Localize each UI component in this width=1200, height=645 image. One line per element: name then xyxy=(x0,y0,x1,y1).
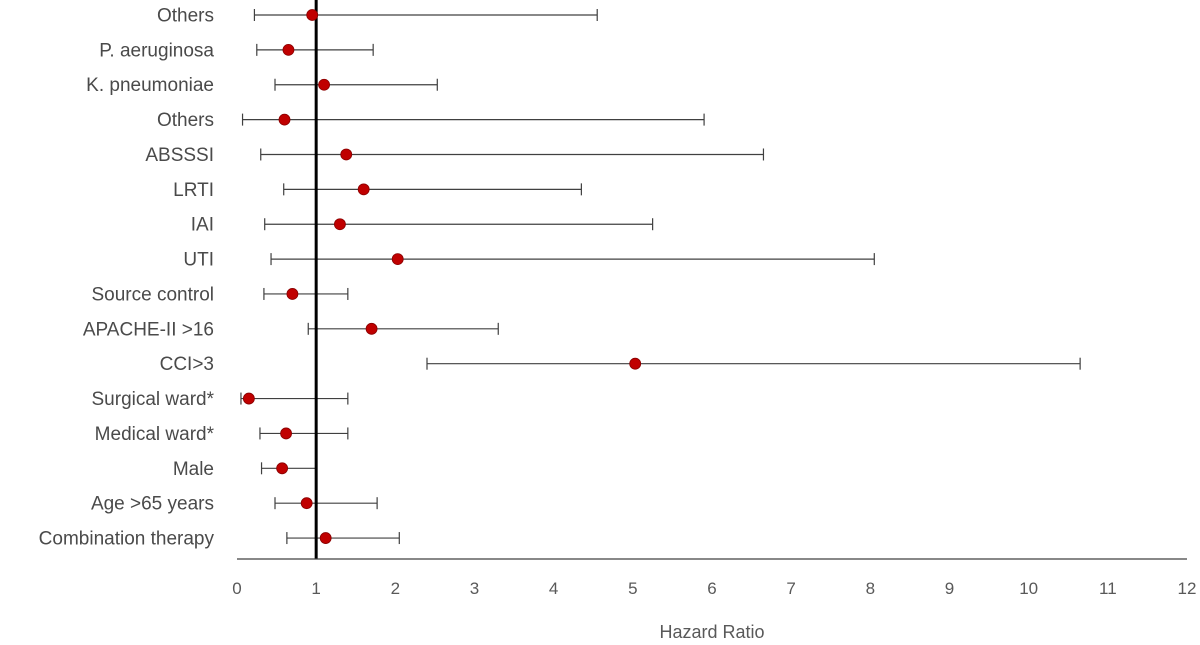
category-label: Others xyxy=(157,6,214,27)
category-label: Male xyxy=(173,459,214,480)
x-tick-label: 4 xyxy=(549,579,558,598)
point-estimate xyxy=(319,532,332,544)
category-label: Others xyxy=(157,110,214,131)
x-tick-group: 0 1 2 3 4 5 6 7 8 9 10 11 12 xyxy=(232,579,1196,598)
category-label: Medical ward* xyxy=(95,424,215,445)
category-label: Combination therapy xyxy=(39,529,215,550)
point-estimate xyxy=(278,113,291,126)
x-tick-label: 3 xyxy=(470,579,479,598)
category-label: Surgical ward* xyxy=(92,389,215,410)
category-label: LRTI xyxy=(173,180,214,201)
point-estimate xyxy=(318,78,330,91)
category-label: Source control xyxy=(91,284,214,305)
point-estimate xyxy=(282,43,295,56)
x-tick-label: 5 xyxy=(628,579,637,598)
point-estimates-group xyxy=(242,9,642,544)
category-labels-group: Others P. aeruginosa K. pneumoniae Others AB… xyxy=(39,6,215,550)
error-bars-group xyxy=(240,9,1081,545)
x-tick-label: 8 xyxy=(866,579,875,598)
point-estimate xyxy=(242,392,255,405)
category-label: UTI xyxy=(183,250,214,271)
point-estimate xyxy=(286,288,299,300)
x-axis-title: Hazard Ratio xyxy=(659,622,764,642)
point-estimate xyxy=(340,148,353,161)
x-tick-label: 7 xyxy=(786,579,795,598)
x-tick-label: 9 xyxy=(945,579,954,598)
x-tick-label: 12 xyxy=(1178,579,1197,598)
point-estimate xyxy=(280,427,292,440)
category-label: CCI>3 xyxy=(160,354,214,375)
x-tick-label: 0 xyxy=(232,579,241,598)
point-estimate xyxy=(276,462,289,475)
category-label: P. aeruginosa xyxy=(99,40,214,61)
point-estimate xyxy=(357,183,370,196)
point-estimate xyxy=(334,218,346,231)
category-label: IAI xyxy=(191,215,214,236)
point-estimate xyxy=(391,253,404,265)
category-label: APACHE-II >16 xyxy=(83,319,214,340)
point-estimate xyxy=(365,322,378,335)
point-estimate xyxy=(300,497,313,510)
point-estimate xyxy=(306,9,319,21)
x-tick-label: 11 xyxy=(1099,579,1117,598)
x-tick-label: 10 xyxy=(1019,579,1038,598)
x-tick-label: 1 xyxy=(311,579,320,598)
category-label: ABSSSI xyxy=(145,145,214,166)
category-label: Age >65 years xyxy=(91,494,214,515)
point-estimate xyxy=(629,357,642,370)
x-tick-label: 6 xyxy=(707,579,716,598)
category-label: K. pneumoniae xyxy=(86,75,214,96)
x-tick-label: 2 xyxy=(391,579,400,598)
